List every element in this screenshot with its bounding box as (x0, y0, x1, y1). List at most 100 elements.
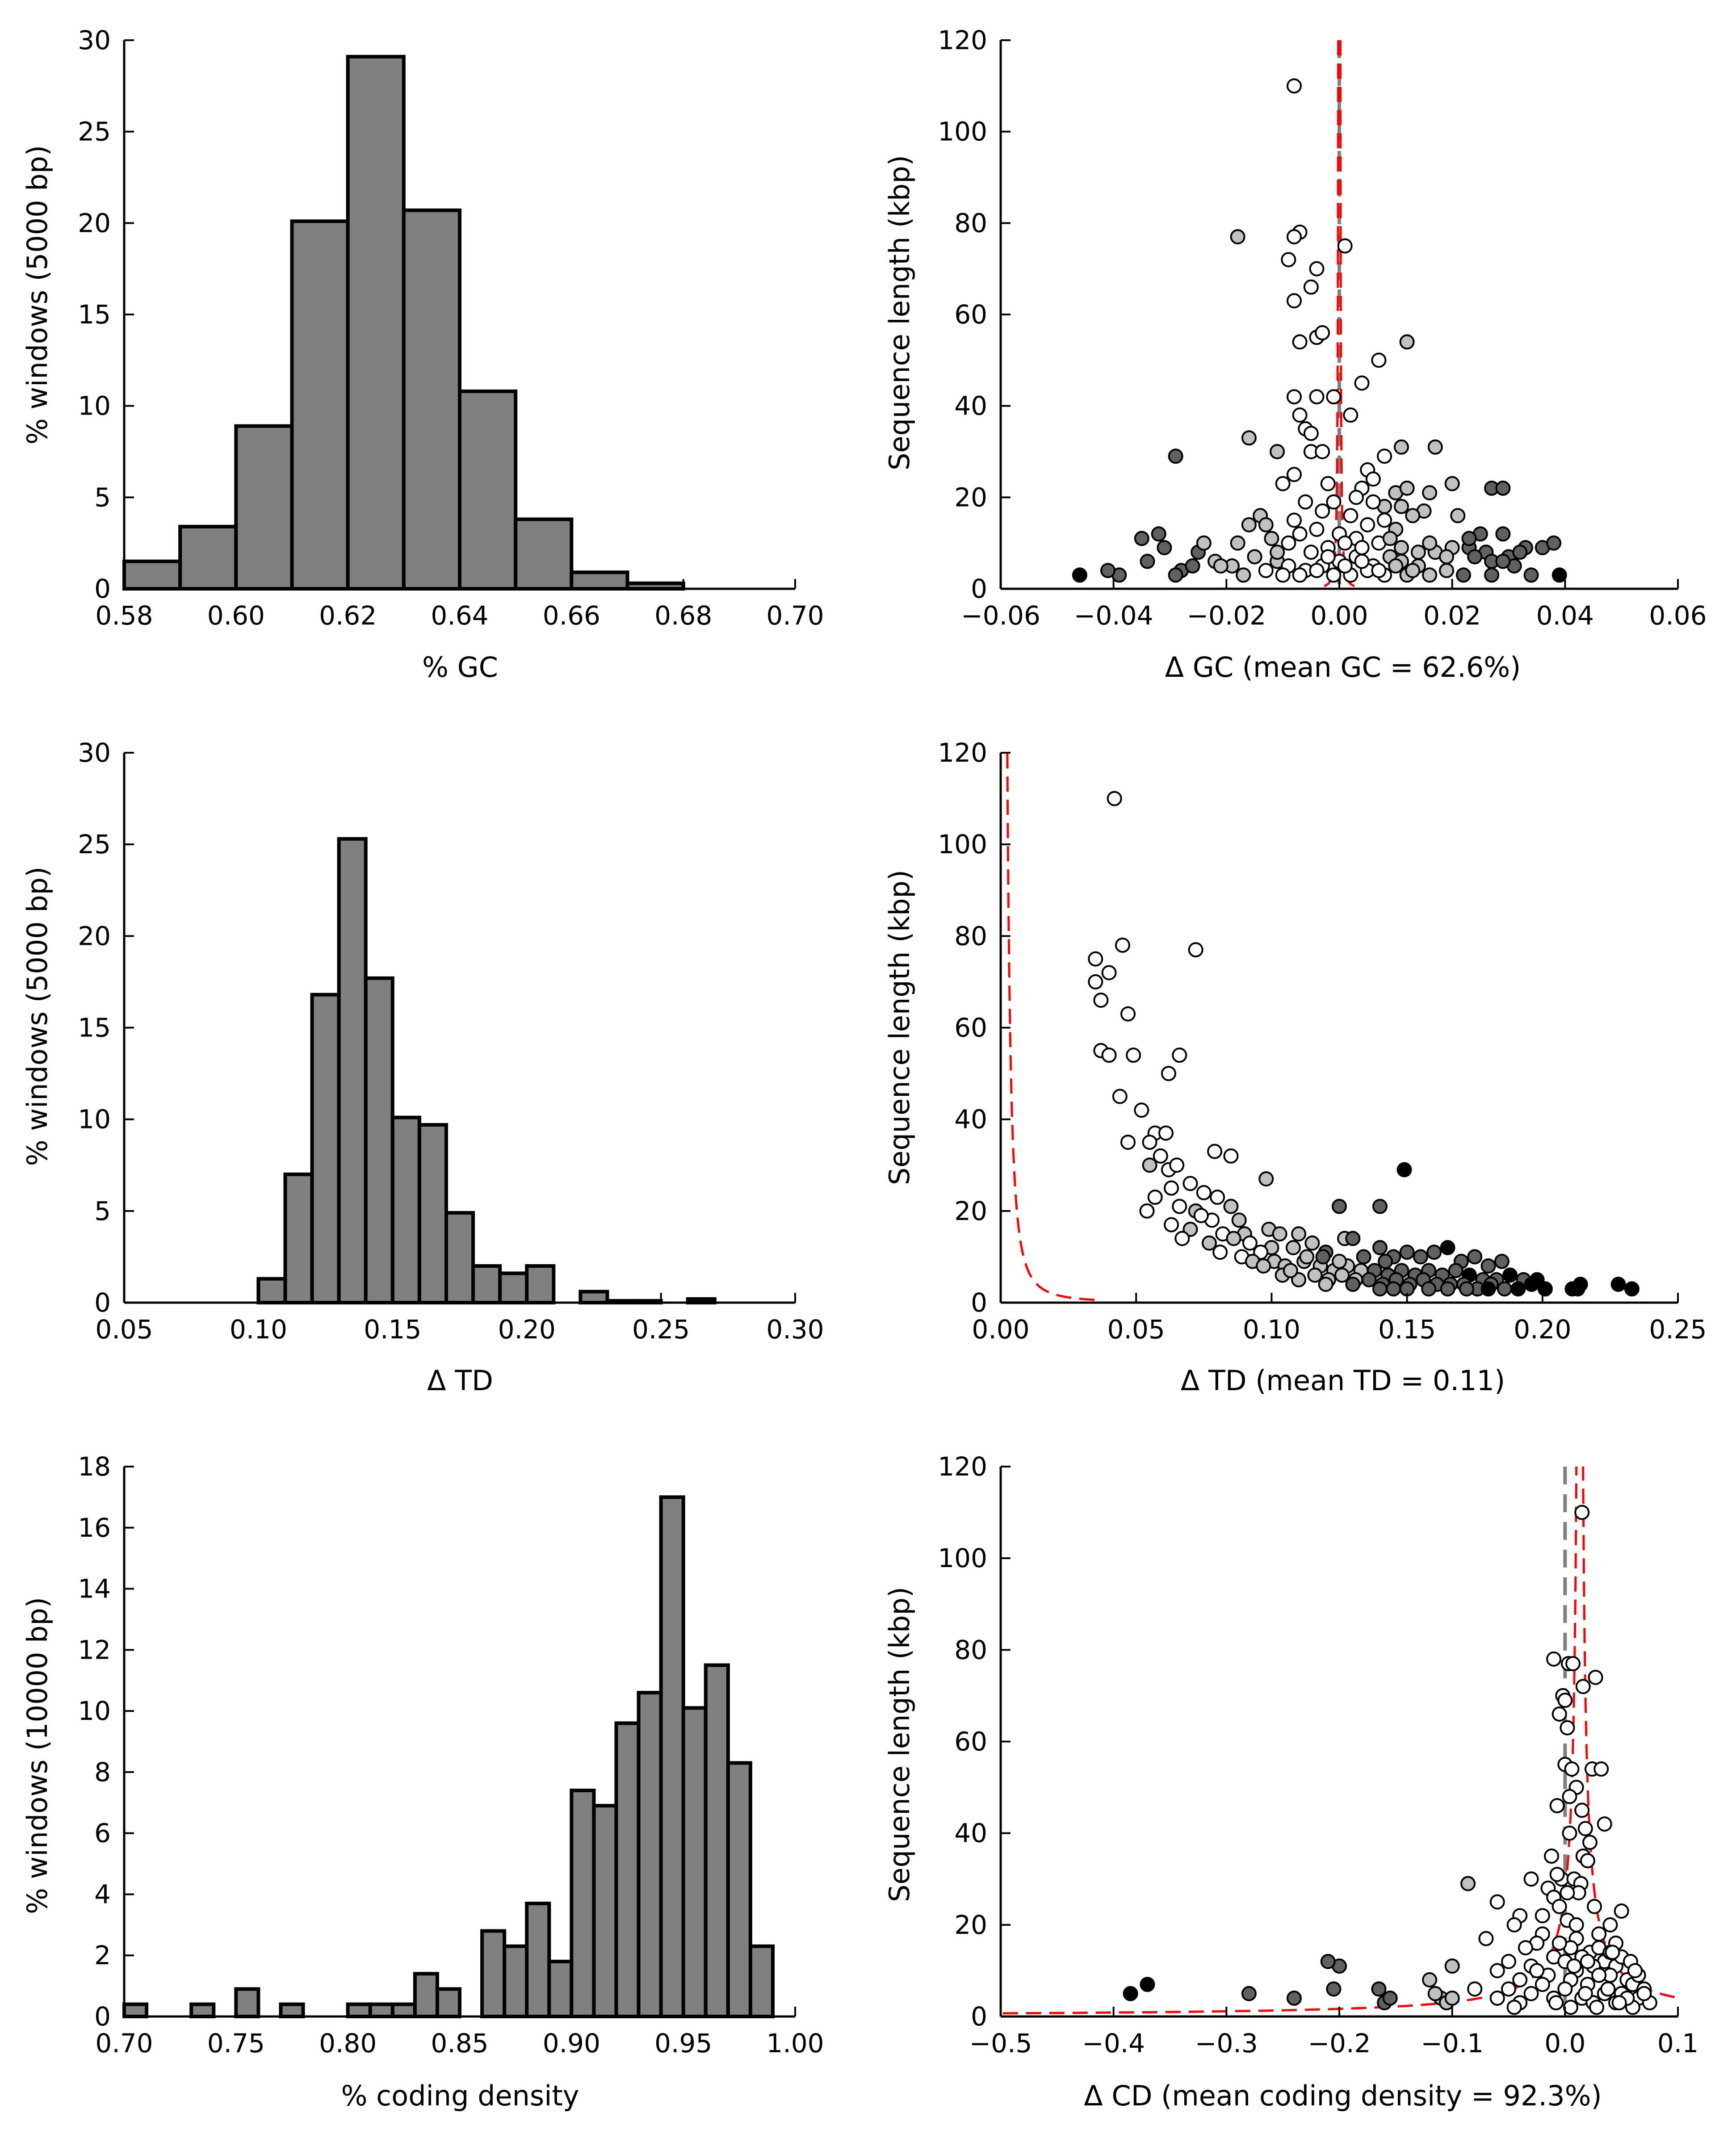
data-point (1421, 1281, 1437, 1297)
data-point (1188, 942, 1203, 958)
data-point (1201, 1235, 1217, 1251)
y-axis-label: % windows (5000 bp) (21, 145, 54, 444)
histogram-bar (637, 1691, 663, 2019)
data-point (1506, 2000, 1522, 2015)
y-tick-label: 60 (954, 1727, 987, 1757)
data-point (1172, 1048, 1187, 1063)
histogram-bar (435, 1987, 462, 2019)
histogram-bar (592, 1804, 618, 2019)
y-tick-label: 20 (954, 482, 987, 512)
histogram-bar (234, 424, 294, 591)
histogram-bar (503, 1944, 529, 2019)
plot-area: −0.5 −0.4 −0.3 −0.2 −0.1 0.0 0.1 0 20 40 60 80 100 12… (938, 1451, 1698, 2058)
data-point (1303, 279, 1319, 295)
data-point (1422, 1972, 1438, 1987)
data-point (1115, 937, 1130, 953)
data-point (1427, 1986, 1443, 2001)
y-tick-label: 100 (938, 1543, 987, 1573)
data-point (1396, 1162, 1412, 1178)
data-point (1524, 1276, 1539, 1292)
x-tick-label: 0.70 (766, 600, 824, 631)
y-tick-label: 0 (94, 2001, 111, 2032)
data-point (1506, 1917, 1522, 1933)
data-point (1562, 1789, 1577, 1804)
data-point (1258, 563, 1274, 579)
x-tick-label: −0.4 (1082, 2028, 1145, 2058)
data-point (1523, 567, 1539, 583)
y-tick-label: 25 (78, 829, 111, 859)
histogram-bar (310, 993, 341, 1304)
x-tick-label: 0.90 (543, 2028, 600, 2058)
x-tick-label: 0.10 (230, 1314, 287, 1345)
y-tick-label: 0 (94, 1287, 111, 1318)
data-point (1495, 553, 1511, 569)
data-point (1570, 1281, 1585, 1297)
data-point (1270, 444, 1285, 459)
data-point (1551, 1706, 1567, 1722)
data-point (1422, 567, 1438, 583)
data-point (1168, 449, 1183, 464)
x-tick-label: 0.95 (654, 2028, 712, 2058)
y-tick-label: 80 (954, 921, 987, 951)
data-point (1241, 430, 1257, 446)
data-point (1196, 1185, 1212, 1200)
data-point (1354, 375, 1370, 391)
data-point (1529, 1963, 1545, 1979)
data-point (1605, 1945, 1620, 1960)
data-point (1365, 494, 1381, 510)
data-point (1147, 1190, 1163, 1205)
data-point (1501, 1954, 1516, 1969)
data-point (1439, 549, 1455, 565)
data-point (1484, 567, 1500, 583)
data-point (1399, 334, 1415, 350)
data-point (1382, 1990, 1398, 2006)
histogram-bar (234, 1987, 260, 2019)
data-point (1535, 1977, 1550, 1992)
histogram-bar (390, 1115, 421, 1304)
histogram-bar (122, 2002, 149, 2019)
y-tick-label: 0 (971, 2001, 987, 2032)
histogram-bar (480, 1929, 507, 2019)
y-tick-label: 8 (94, 1757, 111, 1787)
data-point (1574, 1803, 1590, 1818)
panel-gc-scatter: −0.06 −0.04 −0.02 0.00 0.02 0.04 0.06 0 20 40 60 80… (883, 25, 1707, 683)
data-point (1281, 252, 1296, 268)
data-point (1440, 1281, 1455, 1297)
data-point (1326, 494, 1342, 510)
panel-td-histogram: 0.05 0.10 0.15 0.20 0.25 0.30 0 5 10 15 20 25 30 Δ T… (21, 738, 824, 1397)
data-point (1405, 563, 1421, 579)
histogram-bar (178, 524, 238, 591)
y-tick-label: 80 (954, 1635, 987, 1665)
data-point (1502, 1267, 1518, 1283)
data-point (1422, 485, 1438, 501)
y-tick-label: 100 (938, 117, 987, 147)
data-point (1624, 1281, 1640, 1297)
histogram-bar (726, 1761, 752, 2019)
data-point (1242, 1235, 1258, 1251)
data-point (1241, 1986, 1257, 2001)
data-point (1563, 2000, 1578, 2015)
data-point (1182, 1176, 1198, 1191)
data-point (1627, 1963, 1643, 1979)
x-tick-label: 0.58 (95, 600, 153, 631)
histogram-bar (390, 2002, 417, 2019)
data-point (1480, 1258, 1496, 1274)
significance-curve (1582, 1466, 1675, 1999)
data-point (1151, 526, 1166, 542)
data-point (1422, 535, 1438, 551)
y-tick-label: 5 (94, 482, 111, 512)
data-point (1551, 1899, 1567, 1914)
data-point (1478, 1931, 1494, 1946)
x-tick-label: −0.3 (1195, 2028, 1258, 2058)
y-tick-label: 40 (954, 391, 987, 421)
data-point (1597, 1816, 1612, 1832)
y-tick-label: 5 (94, 1196, 111, 1226)
data-point (1210, 1190, 1225, 1205)
y-tick-label: 30 (78, 738, 111, 768)
data-point (1587, 1899, 1602, 1914)
data-point (1307, 1267, 1323, 1283)
data-point (1565, 1656, 1581, 1672)
data-point (1241, 517, 1257, 532)
data-point (1275, 476, 1291, 491)
data-point (1426, 1245, 1442, 1260)
